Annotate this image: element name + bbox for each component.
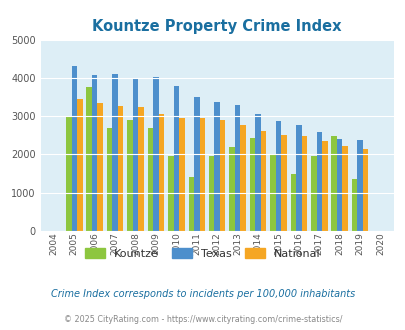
Bar xyxy=(214,102,220,231)
Bar xyxy=(209,155,214,231)
Bar xyxy=(199,118,205,231)
Bar xyxy=(356,140,362,231)
Bar xyxy=(153,77,158,231)
Bar xyxy=(220,120,225,231)
Bar xyxy=(158,114,164,231)
Bar xyxy=(301,136,307,231)
Bar xyxy=(234,106,240,231)
Bar xyxy=(173,85,179,231)
Bar xyxy=(132,78,138,231)
Bar xyxy=(275,121,281,231)
Bar xyxy=(97,103,103,231)
Bar xyxy=(168,156,173,231)
Bar xyxy=(336,139,342,231)
Bar xyxy=(330,136,336,231)
Bar xyxy=(255,114,260,231)
Bar xyxy=(117,106,123,231)
Bar xyxy=(179,118,184,231)
Legend: Kountze, Texas, National: Kountze, Texas, National xyxy=(81,244,324,263)
Bar xyxy=(92,75,97,231)
Bar xyxy=(316,132,321,231)
Bar xyxy=(295,125,301,231)
Bar xyxy=(270,154,275,231)
Bar xyxy=(86,87,92,231)
Bar xyxy=(290,174,295,231)
Bar xyxy=(240,125,245,231)
Bar xyxy=(321,142,327,231)
Bar xyxy=(66,116,71,231)
Bar xyxy=(249,138,255,231)
Bar xyxy=(342,147,347,231)
Bar xyxy=(310,156,316,231)
Bar xyxy=(112,74,117,231)
Bar xyxy=(281,135,286,231)
Title: Kountze Property Crime Index: Kountze Property Crime Index xyxy=(92,19,341,34)
Bar xyxy=(138,107,143,231)
Bar xyxy=(362,149,367,231)
Text: © 2025 CityRating.com - https://www.cityrating.com/crime-statistics/: © 2025 CityRating.com - https://www.city… xyxy=(64,315,341,324)
Bar xyxy=(194,97,199,231)
Bar xyxy=(77,99,82,231)
Bar xyxy=(188,178,194,231)
Bar xyxy=(147,128,153,231)
Bar xyxy=(229,147,234,231)
Bar xyxy=(260,131,266,231)
Bar xyxy=(71,66,77,231)
Text: Crime Index corresponds to incidents per 100,000 inhabitants: Crime Index corresponds to incidents per… xyxy=(51,289,354,299)
Bar xyxy=(107,128,112,231)
Bar xyxy=(127,120,132,231)
Bar xyxy=(351,179,356,231)
